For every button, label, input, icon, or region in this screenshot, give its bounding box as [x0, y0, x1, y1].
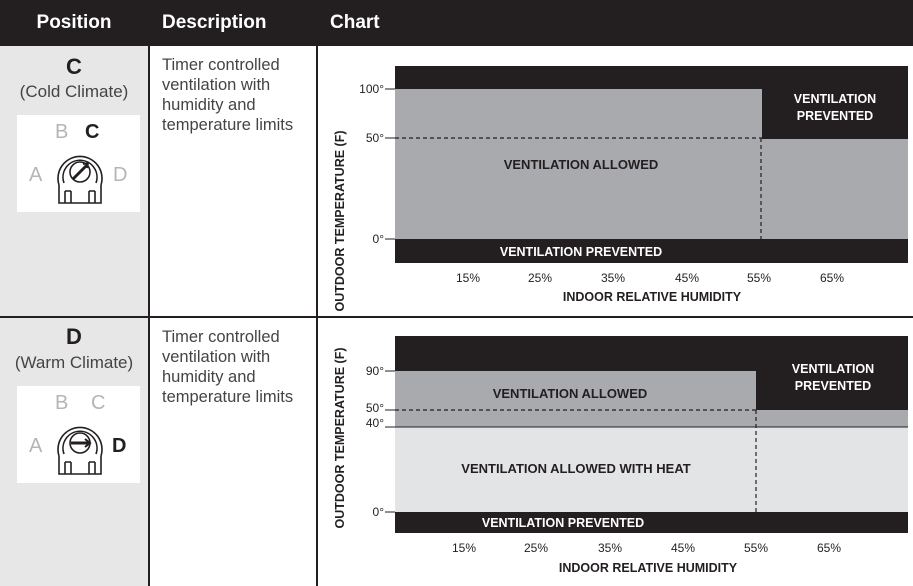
chart-d-xtick-label: 45%: [671, 541, 695, 555]
chart-d: OUTDOOR TEMPERATURE (F) 90° 50° 40° 0° V…: [333, 336, 908, 575]
chart-c-allowed-upper: [395, 89, 762, 239]
dial-label-a: A: [29, 164, 43, 186]
chart-c-xtick-label: 35%: [601, 271, 625, 285]
chart-d-prevented-right-2: PREVENTED: [795, 379, 871, 393]
header-description: Description: [150, 0, 316, 46]
header-position: Position: [0, 0, 148, 46]
column-divider-1: [148, 0, 150, 586]
chart-c-ytick-label: 100°: [359, 82, 384, 96]
dial-knob-icon: [57, 155, 103, 204]
chart-d-ytick-label: 90°: [366, 364, 384, 378]
chart-c-allowed-right: [762, 139, 908, 239]
chart-c-xtick-label: 15%: [456, 271, 480, 285]
description-c: Timer controlled ventilation with humidi…: [162, 56, 294, 134]
dial-illustration-d: B C A D: [17, 386, 140, 483]
chart-d-allowed: [395, 371, 756, 427]
chart-d-prevented-bottom: VENTILATION PREVENTED: [482, 516, 644, 530]
dial-label-b: B: [55, 392, 68, 414]
chart-c-xlabel: INDOOR RELATIVE HUMIDITY: [563, 290, 742, 304]
position-climate-c: (Cold Climate): [19, 82, 129, 101]
chart-d-xlabel: INDOOR RELATIVE HUMIDITY: [559, 561, 738, 575]
chart-c-xtick-label: 65%: [820, 271, 844, 285]
chart-d-ytick-label: 0°: [373, 505, 385, 519]
dial-knob-icon: [57, 426, 103, 475]
chart-c-prevented-bottom: VENTILATION PREVENTED: [500, 245, 662, 259]
chart-d-allowed-label: VENTILATION ALLOWED: [493, 386, 648, 401]
dial-label-c: C: [85, 121, 99, 143]
chart-d-ytick-label: 40°: [366, 416, 384, 430]
dial-label-b: B: [55, 121, 68, 143]
dial-label-d: D: [112, 435, 126, 457]
chart-c-allowed-label: VENTILATION ALLOWED: [504, 157, 659, 172]
position-letter-c: C: [66, 54, 82, 79]
chart-c-ylabel: OUTDOOR TEMPERATURE (F): [333, 130, 347, 311]
header-chart: Chart: [318, 0, 913, 46]
chart-d-xtick-label: 25%: [524, 541, 548, 555]
dial-label-d: D: [113, 164, 127, 186]
chart-d-allowed-heat: [395, 427, 908, 512]
header-description-label: Description: [162, 12, 267, 33]
row-divider: [0, 316, 913, 318]
chart-c-xtick-label: 25%: [528, 271, 552, 285]
position-letter-d: D: [66, 324, 82, 349]
chart-d-xtick-label: 55%: [744, 541, 768, 555]
chart-d-ytick-label: 50°: [366, 401, 384, 415]
chart-c-prevented-right-2: PREVENTED: [797, 109, 873, 123]
dial-label-c: C: [91, 392, 105, 414]
chart-c-xtick-label: 55%: [747, 271, 771, 285]
chart-d-xtick-label: 15%: [452, 541, 476, 555]
chart-d-xtick-label: 65%: [817, 541, 841, 555]
chart-d-ylabel: OUTDOOR TEMPERATURE (F): [333, 347, 347, 528]
chart-d-prevented-right-1: VENTILATION: [792, 362, 874, 376]
chart-d-allowed-right: [756, 410, 908, 427]
chart-d-allowed-heat-label: VENTILATION ALLOWED WITH HEAT: [461, 461, 690, 476]
chart-c-ytick-label: 50°: [366, 131, 384, 145]
chart-c-prevented-right-1: VENTILATION: [794, 92, 876, 106]
header-position-label: Position: [36, 12, 112, 33]
chart-d-xtick-label: 35%: [598, 541, 622, 555]
description-d: Timer controlled ventilation with humidi…: [162, 328, 294, 406]
chart-c-ytick-label: 0°: [373, 232, 385, 246]
chart-c-xtick-label: 45%: [675, 271, 699, 285]
header-chart-label: Chart: [330, 12, 380, 33]
dial-illustration-c: B C A D: [17, 115, 140, 212]
chart-c: OUTDOOR TEMPERATURE (F) 100° 50° 0° VENT…: [333, 66, 908, 312]
column-divider-2: [316, 0, 318, 586]
position-climate-d: (Warm Climate): [14, 353, 134, 372]
dial-label-a: A: [29, 435, 43, 457]
